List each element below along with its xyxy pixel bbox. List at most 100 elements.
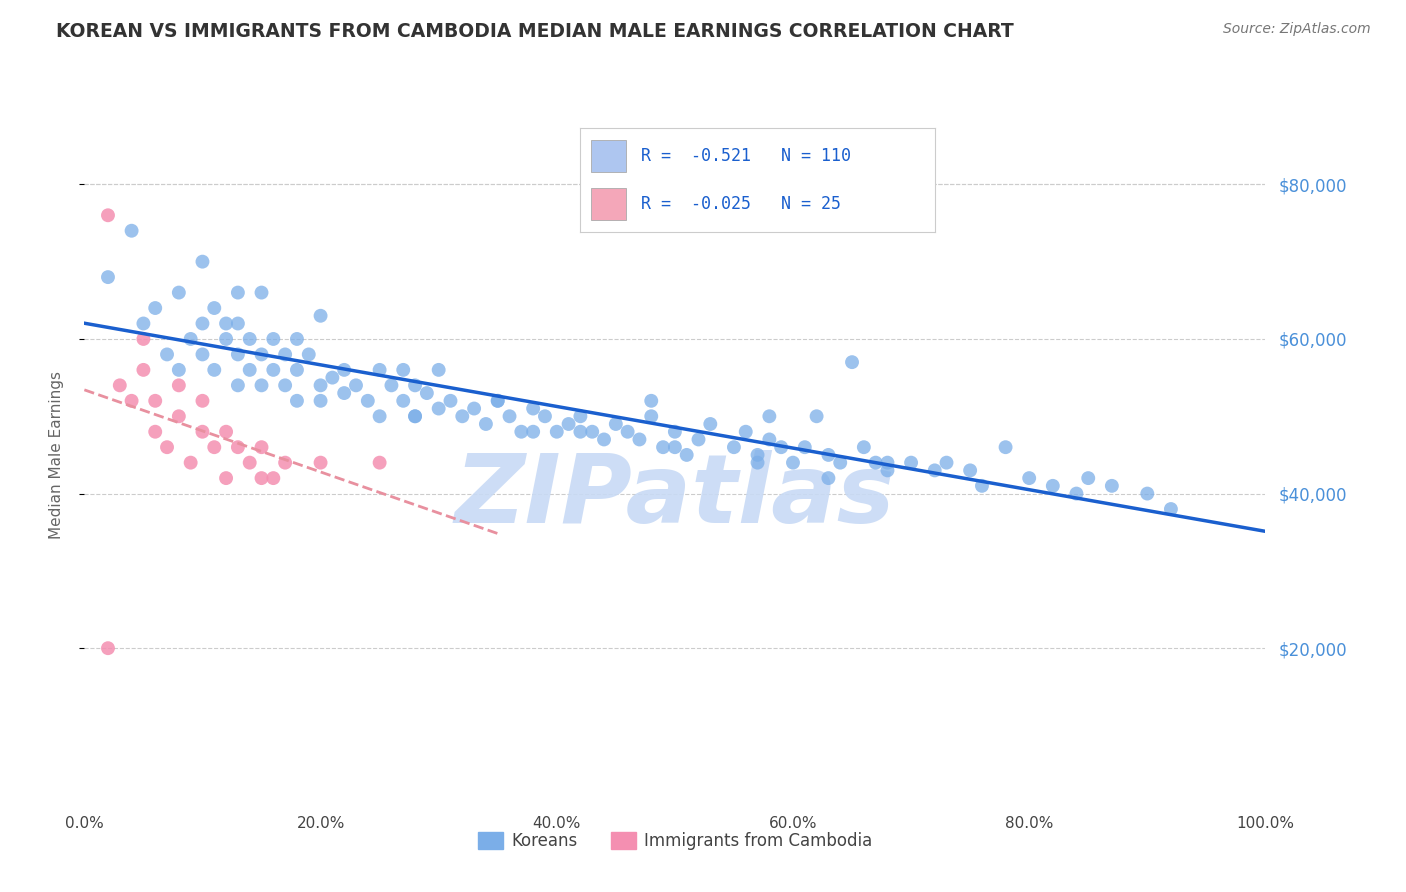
Point xyxy=(226,285,249,300)
Point xyxy=(202,301,225,315)
Point xyxy=(900,456,922,470)
Point xyxy=(616,425,638,439)
Point xyxy=(97,208,120,222)
Point xyxy=(1160,502,1182,516)
Point xyxy=(180,332,202,346)
Point xyxy=(368,363,391,377)
Point xyxy=(522,425,544,439)
Point xyxy=(652,440,675,454)
Point xyxy=(344,378,367,392)
Point xyxy=(191,425,214,439)
Point xyxy=(1101,479,1123,493)
Point xyxy=(1136,486,1159,500)
Point xyxy=(486,393,509,408)
Point xyxy=(132,332,155,346)
Point xyxy=(333,386,356,401)
Point xyxy=(688,433,710,447)
Point xyxy=(239,332,262,346)
Point xyxy=(498,409,520,424)
Point xyxy=(994,440,1017,454)
Point xyxy=(226,440,249,454)
Point xyxy=(1018,471,1040,485)
Point xyxy=(569,409,592,424)
Point xyxy=(876,456,898,470)
Point xyxy=(215,425,238,439)
Point xyxy=(830,456,852,470)
Point xyxy=(285,363,308,377)
Point xyxy=(924,463,946,477)
Point xyxy=(970,479,993,493)
Point xyxy=(557,417,579,431)
Point xyxy=(250,440,273,454)
Point xyxy=(675,448,697,462)
Legend: Koreans, Immigrants from Cambodia: Koreans, Immigrants from Cambodia xyxy=(471,826,879,857)
Point xyxy=(226,347,249,361)
Point xyxy=(569,425,592,439)
Point xyxy=(156,347,179,361)
Point xyxy=(534,409,557,424)
Point xyxy=(309,378,332,392)
Y-axis label: Median Male Earnings: Median Male Earnings xyxy=(49,371,63,539)
Point xyxy=(841,355,863,369)
Point xyxy=(699,417,721,431)
Point xyxy=(463,401,485,416)
Point xyxy=(510,425,533,439)
Point xyxy=(1042,479,1064,493)
Point xyxy=(250,378,273,392)
Point xyxy=(191,393,214,408)
Point xyxy=(368,409,391,424)
Point xyxy=(522,401,544,416)
Point xyxy=(285,332,308,346)
Point xyxy=(865,456,887,470)
Point xyxy=(97,641,120,656)
Point xyxy=(427,363,450,377)
Point xyxy=(202,363,225,377)
Point xyxy=(546,425,568,439)
Point xyxy=(852,440,875,454)
Point xyxy=(250,347,273,361)
Point xyxy=(817,448,839,462)
Point xyxy=(392,393,415,408)
Point xyxy=(333,363,356,377)
Point xyxy=(416,386,439,401)
Point xyxy=(817,471,839,485)
Point xyxy=(664,440,686,454)
Point xyxy=(876,463,898,477)
Point xyxy=(274,378,297,392)
Point xyxy=(427,401,450,416)
Point xyxy=(132,363,155,377)
Point xyxy=(285,393,308,408)
Point xyxy=(664,425,686,439)
Point xyxy=(605,417,627,431)
Point xyxy=(262,363,284,377)
Point xyxy=(191,317,214,331)
Point xyxy=(793,440,815,454)
Point xyxy=(640,393,662,408)
Point xyxy=(108,378,131,392)
Point xyxy=(226,378,249,392)
Point xyxy=(97,270,120,285)
Point xyxy=(191,254,214,268)
Text: Source: ZipAtlas.com: Source: ZipAtlas.com xyxy=(1223,22,1371,37)
Point xyxy=(593,433,616,447)
Point xyxy=(121,224,143,238)
Point xyxy=(439,393,461,408)
Point xyxy=(167,378,190,392)
Point xyxy=(309,456,332,470)
Point xyxy=(581,425,603,439)
Point xyxy=(380,378,402,392)
Text: ZIPatlas: ZIPatlas xyxy=(454,450,896,543)
Point xyxy=(274,347,297,361)
Point xyxy=(143,393,166,408)
Point xyxy=(309,393,332,408)
Text: KOREAN VS IMMIGRANTS FROM CAMBODIA MEDIAN MALE EARNINGS CORRELATION CHART: KOREAN VS IMMIGRANTS FROM CAMBODIA MEDIA… xyxy=(56,22,1014,41)
Point xyxy=(239,456,262,470)
Point xyxy=(250,471,273,485)
Point xyxy=(262,471,284,485)
Point xyxy=(167,285,190,300)
Point xyxy=(451,409,474,424)
Point xyxy=(959,463,981,477)
Point xyxy=(239,363,262,377)
Point xyxy=(215,471,238,485)
Point xyxy=(368,456,391,470)
